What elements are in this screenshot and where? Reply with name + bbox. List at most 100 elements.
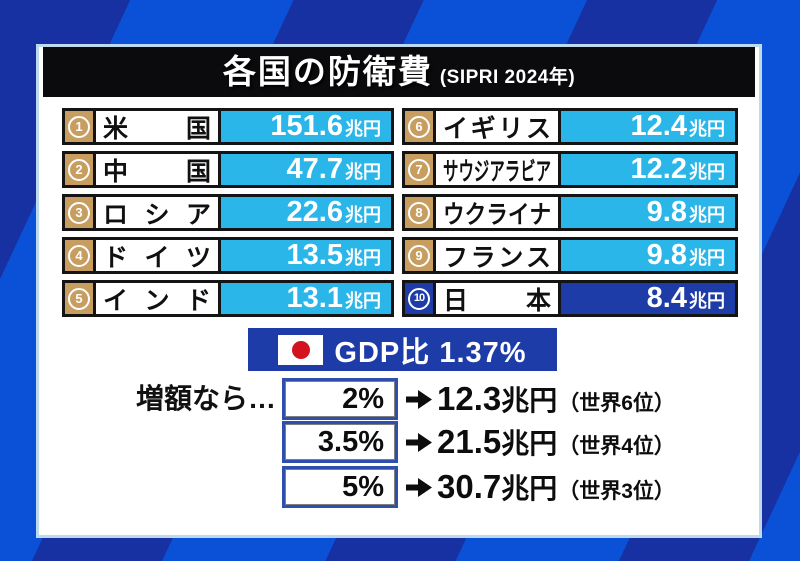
- gdp-percent-box: 3.5%: [282, 421, 398, 463]
- scenario-amount: 12.3: [437, 380, 502, 417]
- ranking-row: 1 米 国 151.6 兆円: [62, 108, 394, 145]
- rank-number: 9: [408, 244, 430, 267]
- spending-unit: 兆円: [689, 162, 725, 182]
- rank-number: 4: [68, 244, 90, 267]
- scenario-amount: 21.5: [437, 423, 502, 460]
- country-name-text: インド: [103, 286, 211, 315]
- spending-amount: 9.8: [646, 196, 687, 228]
- rank-number: 8: [408, 201, 430, 224]
- japan-flag-icon: [278, 334, 324, 365]
- rank-number: 2: [68, 158, 90, 181]
- ranking-row: 9 フランス 9.8 兆円: [402, 237, 738, 274]
- scenario-result: 12.3 兆円 （世界6位）: [437, 379, 675, 419]
- spending-value: 9.8 兆円: [561, 197, 735, 228]
- ranking-row: 10 日 本 8.4 兆円: [402, 280, 738, 317]
- ranking-row: 3 ロシア 22.6 兆円: [62, 194, 394, 231]
- spending-unit: 兆円: [689, 248, 725, 268]
- rank-badge: 2: [65, 154, 93, 185]
- gdp-percent-box: 2%: [282, 378, 398, 420]
- world-rank-note: （世界6位）: [558, 392, 675, 415]
- country-name-text: ロシア: [103, 200, 211, 229]
- rank-badge: 5: [65, 283, 93, 314]
- flag-sun-disc: [291, 340, 310, 359]
- rank-number: 3: [68, 201, 90, 224]
- ranking-row: 4 ドイツ 13.5 兆円: [62, 237, 394, 274]
- ranking-row: 5 インド 13.1 兆円: [62, 280, 394, 317]
- spending-unit: 兆円: [345, 291, 381, 311]
- spending-value: 22.6 兆円: [221, 197, 391, 228]
- spending-amount: 47.7: [286, 153, 343, 185]
- rank-badge: 4: [65, 240, 93, 271]
- gdp-percent-box: 5%: [282, 466, 398, 508]
- country-name: 中 国: [93, 154, 221, 185]
- spending-amount: 13.1: [286, 282, 343, 314]
- country-name-text: サウジアラビア: [443, 157, 552, 186]
- rank-badge: 7: [405, 154, 433, 185]
- world-rank-note: （世界3位）: [558, 480, 675, 503]
- spending-value: 47.7 兆円: [221, 154, 391, 185]
- spending-unit: 兆円: [689, 291, 725, 311]
- spending-amount: 151.6: [270, 110, 343, 142]
- title-bar: 各国の防衛費 (SIPRI 2024年): [43, 47, 755, 97]
- country-name: ドイツ: [93, 240, 221, 271]
- ranking-row: 2 中 国 47.7 兆円: [62, 151, 394, 188]
- world-rank-note: （世界4位）: [558, 435, 675, 458]
- scenario-row: 5% 30.7 兆円 （世界3位）: [282, 466, 675, 508]
- gdp-ratio-label: GDP比: [334, 336, 431, 369]
- spending-unit: 兆円: [345, 248, 381, 268]
- spending-value: 13.1 兆円: [221, 283, 391, 314]
- spending-value: 12.4 兆円: [561, 111, 735, 142]
- country-name: ウクライナ: [433, 197, 561, 228]
- scenario-unit: 兆円: [501, 473, 558, 504]
- spending-unit: 兆円: [345, 119, 381, 139]
- spending-amount: 8.4: [646, 282, 687, 314]
- country-name-text: イギリス: [443, 114, 551, 143]
- rank-badge: 10: [405, 283, 433, 314]
- country-name: 日 本: [433, 283, 561, 314]
- spending-amount: 13.5: [286, 239, 343, 271]
- spending-amount: 9.8: [646, 239, 687, 271]
- spending-amount: 12.4: [630, 110, 687, 142]
- scenario-result: 30.7 兆円 （世界3位）: [437, 467, 675, 507]
- rank-badge: 6: [405, 111, 433, 142]
- arrow-right-icon: [406, 432, 432, 453]
- gdp-ratio-value: 1.37%: [439, 336, 527, 369]
- scenario-row: 2% 12.3 兆円 （世界6位）: [282, 378, 675, 420]
- scenario-amount: 30.7: [437, 468, 502, 505]
- spending-value: 13.5 兆円: [221, 240, 391, 271]
- scenario-unit: 兆円: [501, 428, 558, 459]
- scenario-result: 21.5 兆円 （世界4位）: [437, 422, 675, 462]
- country-name-text: 中 国: [103, 157, 211, 186]
- gdp-ratio-text: GDP比 1.37%: [334, 329, 526, 371]
- rank-number: 7: [408, 158, 430, 181]
- country-name: 米 国: [93, 111, 221, 142]
- rank-number: 6: [408, 115, 430, 138]
- country-name-text: 米 国: [103, 114, 211, 143]
- country-name-text: ドイツ: [103, 243, 211, 272]
- rank-badge: 9: [405, 240, 433, 271]
- rank-number: 10: [408, 287, 430, 310]
- spending-unit: 兆円: [345, 162, 381, 182]
- country-name-text: フランス: [443, 243, 551, 272]
- page-title: 各国の防衛費: [222, 53, 433, 90]
- spending-amount: 12.2: [630, 153, 687, 185]
- rank-number: 1: [68, 115, 90, 138]
- spending-unit: 兆円: [689, 119, 725, 139]
- rank-badge: 1: [65, 111, 93, 142]
- scenario-row: 3.5% 21.5 兆円 （世界4位）: [282, 421, 675, 463]
- country-name: インド: [93, 283, 221, 314]
- spending-unit: 兆円: [345, 205, 381, 225]
- arrow-right-icon: [406, 389, 432, 410]
- country-name-text: ウクライナ: [443, 200, 552, 229]
- arrow-right-icon: [406, 477, 432, 498]
- increase-scenario-label: 増額なら…: [135, 383, 276, 414]
- spending-value: 151.6 兆円: [221, 111, 391, 142]
- country-name-text: 日 本: [443, 286, 551, 315]
- ranking-row: 6 イギリス 12.4 兆円: [402, 108, 738, 145]
- japan-gdp-ratio-banner: GDP比 1.37%: [248, 328, 557, 371]
- scenario-unit: 兆円: [501, 385, 558, 416]
- country-name: イギリス: [433, 111, 561, 142]
